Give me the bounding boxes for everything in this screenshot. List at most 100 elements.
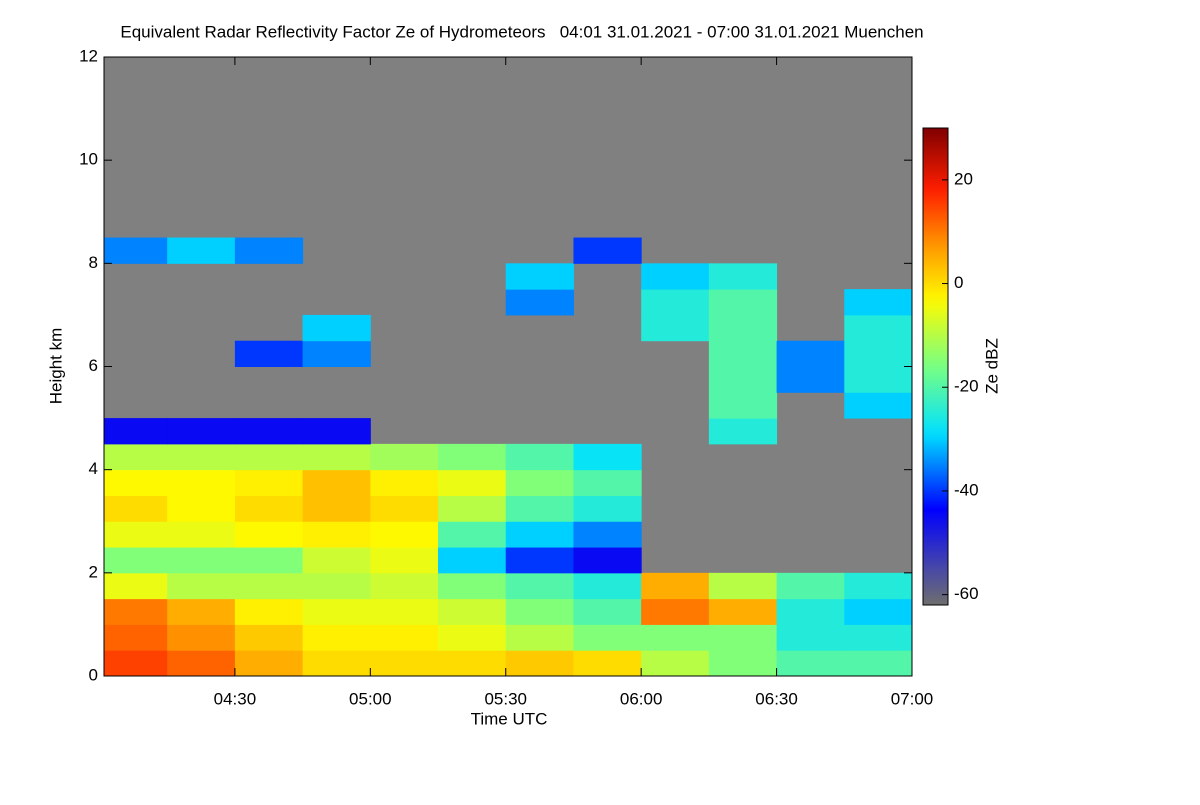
colorbar-tick-label: -20 <box>954 377 979 396</box>
cell <box>234 650 304 676</box>
cell <box>302 624 371 651</box>
cell <box>505 263 574 290</box>
y-tick-label: 2 <box>89 562 98 581</box>
cell <box>370 443 439 471</box>
cell <box>104 237 168 264</box>
x-tick-label: 05:00 <box>349 689 392 708</box>
y-tick-label: 6 <box>89 356 98 375</box>
cell <box>573 443 642 471</box>
cell <box>167 572 236 600</box>
cell <box>573 624 642 651</box>
cell <box>844 314 912 342</box>
cell <box>104 418 168 445</box>
cell <box>302 572 371 600</box>
cell <box>104 572 168 600</box>
cell <box>370 650 439 676</box>
cell <box>104 547 168 574</box>
y-tick-label: 10 <box>79 150 98 169</box>
x-tick-label: 06:30 <box>755 689 798 708</box>
cell <box>104 495 168 522</box>
cell <box>776 572 845 600</box>
cell <box>641 572 710 600</box>
cell <box>302 418 371 445</box>
cell <box>438 443 507 471</box>
cell <box>234 469 304 496</box>
cell <box>234 521 304 548</box>
cell <box>708 418 778 445</box>
cell <box>505 521 574 548</box>
chart-title: Equivalent Radar Reflectivity Factor Ze … <box>120 22 923 41</box>
cell <box>708 650 778 676</box>
cell <box>776 598 845 625</box>
cell <box>505 572 574 600</box>
cell <box>573 547 642 574</box>
cell <box>302 521 371 548</box>
cell <box>234 340 304 367</box>
cell <box>167 418 236 445</box>
cell <box>302 469 371 496</box>
cell <box>505 469 574 496</box>
cell <box>438 547 507 574</box>
cell <box>167 547 236 574</box>
cell <box>302 340 371 367</box>
colorbar-tick-label: -40 <box>954 480 979 499</box>
cell <box>708 366 778 393</box>
cell <box>844 340 912 367</box>
cell <box>370 547 439 574</box>
y-tick-label: 8 <box>89 253 98 272</box>
cell <box>234 572 304 600</box>
cell <box>641 263 710 290</box>
y-axis-label: Height km <box>46 328 65 405</box>
cell <box>167 469 236 496</box>
cell <box>573 495 642 522</box>
cell <box>708 314 778 342</box>
cell <box>844 289 912 316</box>
cell <box>844 572 912 600</box>
cell <box>573 598 642 625</box>
cell <box>234 624 304 651</box>
cell <box>708 392 778 419</box>
cell <box>708 572 778 600</box>
colorbar-label: Ze dBZ <box>982 338 1001 394</box>
cell <box>438 469 507 496</box>
colorbar-tick-label: 0 <box>954 273 963 292</box>
cell <box>104 469 168 496</box>
cell <box>776 366 845 393</box>
cell <box>302 650 371 676</box>
cell <box>104 443 168 471</box>
cell <box>302 598 371 625</box>
cell <box>776 624 845 651</box>
cell <box>370 495 439 522</box>
cell <box>505 547 574 574</box>
cell <box>641 650 710 676</box>
cell <box>844 392 912 419</box>
cell <box>573 650 642 676</box>
cell <box>234 495 304 522</box>
cell <box>641 624 710 651</box>
cell <box>641 289 710 316</box>
cell <box>708 289 778 316</box>
cell <box>844 598 912 625</box>
cell <box>505 289 574 316</box>
cell <box>844 366 912 393</box>
cell <box>573 572 642 600</box>
cell <box>438 598 507 625</box>
cell <box>370 624 439 651</box>
cell <box>708 598 778 625</box>
cell <box>370 572 439 600</box>
cell <box>234 598 304 625</box>
cell <box>167 650 236 676</box>
colorbar <box>922 127 949 606</box>
cell <box>167 624 236 651</box>
x-axis-label: Time UTC <box>471 709 548 728</box>
cell <box>104 650 168 676</box>
cell <box>167 598 236 625</box>
y-tick-label: 0 <box>89 665 98 684</box>
cells <box>104 237 912 676</box>
cell <box>505 495 574 522</box>
cell <box>234 237 304 264</box>
cell <box>844 650 912 676</box>
cell <box>708 624 778 651</box>
y-tick-label: 12 <box>79 46 98 65</box>
cell <box>104 521 168 548</box>
